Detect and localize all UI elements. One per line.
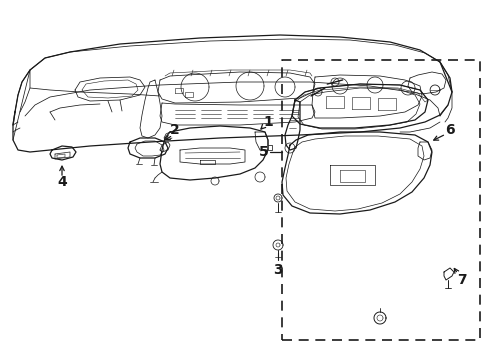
Text: 7: 7 — [457, 273, 467, 287]
Text: 2: 2 — [170, 123, 180, 137]
Text: 4: 4 — [57, 175, 67, 189]
Text: 3: 3 — [273, 263, 283, 277]
Text: 1: 1 — [263, 115, 273, 129]
Text: 5: 5 — [259, 145, 269, 159]
Text: 6: 6 — [445, 123, 455, 137]
